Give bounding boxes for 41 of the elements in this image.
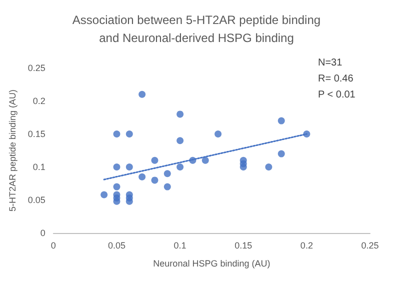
y-tick-label: 0 [40,228,46,238]
point [113,130,120,138]
x-tick-label: 0.15 [234,240,252,250]
y-axis-title: 5-HT2AR peptide binding (AU) [8,89,18,212]
point [113,183,120,190]
point [113,198,120,205]
x-axis-title: Neuronal HSPG binding (AU) [153,258,270,268]
point [151,156,158,164]
point [278,150,285,158]
point [202,156,209,164]
point [113,164,120,170]
point [151,176,158,184]
x-tick-label: 0.2 [300,240,313,250]
point [164,183,171,190]
point [176,137,184,144]
x-tick-label: 0.1 [174,240,186,250]
x-tick-label: 0.05 [108,240,126,250]
y-tick-label: 0.15 [28,129,46,139]
annotation: N=31 [318,58,343,68]
point [164,170,171,178]
point [126,164,133,170]
point [138,173,146,180]
point [240,164,247,170]
point [100,191,108,198]
x-tick-label: 0.25 [361,240,379,250]
y-tick-label: 0.05 [28,195,46,205]
point [126,198,133,205]
chart-title: Association between 5-HT2AR peptide binding and Neuronal-derived HSPG binding [72,13,321,45]
point [138,90,146,98]
point [278,117,285,124]
point [176,164,184,170]
y-tick-label: 0.2 [32,96,46,106]
annotation: P < 0.01 [318,90,356,100]
point [265,164,272,170]
x-tick-label: 0 [50,240,56,250]
annotation: R= 0.46 [318,74,354,84]
y-tick-label: 0.25 [28,63,46,73]
point [176,110,184,118]
point [214,130,222,138]
y-tick-label: 0.1 [32,162,46,172]
point [126,130,133,138]
